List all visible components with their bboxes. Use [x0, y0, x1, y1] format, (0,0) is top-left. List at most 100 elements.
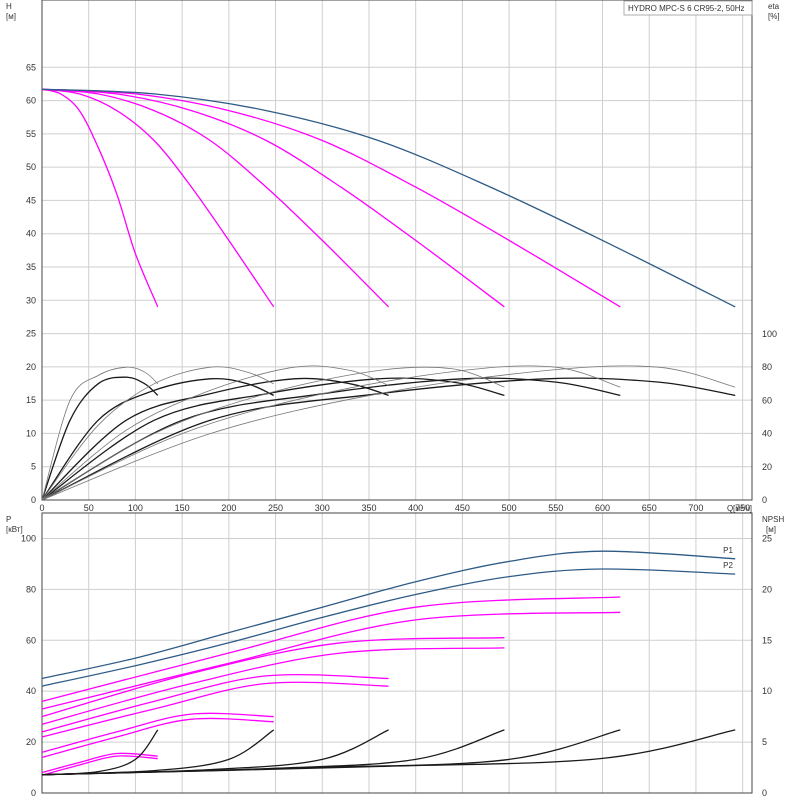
power-series-line	[41, 681, 389, 738]
labels-layer: 0 50 100 150 200 250 300 350 400 450 500 550 600 650 7…	[6, 2, 784, 798]
head-y-tick-label: 65	[26, 62, 36, 72]
head-axis-unit: [м]	[6, 12, 16, 21]
x-tick-label: 50	[84, 503, 94, 513]
power-axis-label: P	[6, 515, 11, 524]
x-tick-label: 300	[315, 503, 330, 513]
head-y-tick-label: 20	[26, 362, 36, 372]
x-tick-label: 750	[735, 503, 750, 513]
head-y-tick-label: 25	[26, 329, 36, 339]
eta-series-line	[41, 377, 505, 501]
head-series-line	[41, 88, 736, 308]
head-series-line	[41, 88, 505, 308]
power-series-line	[41, 611, 621, 710]
upper-plot-frame	[41, 0, 753, 501]
eta-series-line	[41, 366, 159, 501]
axes-layer	[41, 0, 753, 794]
x-tick-label: 400	[408, 503, 423, 513]
power-series-line	[41, 712, 274, 753]
x-tick-label: 200	[221, 503, 236, 513]
x-tick-label: 250	[268, 503, 283, 513]
eta-y-tick-label: 80	[762, 362, 772, 372]
x-tick-label: 350	[361, 503, 376, 513]
eta-axis-unit: [%]	[768, 12, 780, 21]
power-series-line	[41, 550, 736, 680]
eta-series-line	[41, 377, 621, 501]
x-tick-label: 700	[688, 503, 703, 513]
head-y-tick-label: 15	[26, 395, 36, 405]
head-y-tick-label: 5	[31, 462, 36, 472]
power-series-line	[41, 673, 389, 733]
eta-series-line	[41, 365, 621, 501]
eta-y-tick-label: 40	[762, 429, 772, 439]
eta-y-tick-label: 100	[762, 329, 777, 339]
head-y-tick-label: 35	[26, 262, 36, 272]
eta-series-line	[41, 366, 505, 501]
npsh-y-tick-label: 20	[762, 584, 772, 594]
power-y-tick-label: 0	[31, 788, 36, 798]
q-axis-label: Q	[727, 504, 733, 513]
head-y-tick-label: 45	[26, 195, 36, 205]
power-y-tick-label: 60	[26, 635, 36, 645]
x-tick-label: 150	[175, 503, 190, 513]
power-series-line	[41, 647, 505, 725]
power-series-line	[41, 637, 505, 718]
head-axis-label: H	[6, 2, 12, 11]
power-y-tick-label: 100	[21, 533, 36, 543]
npsh-y-tick-label: 0	[762, 788, 767, 798]
eta-axis-label: eta	[768, 2, 780, 11]
head-series-line	[41, 88, 621, 308]
head-series-line	[41, 88, 275, 308]
npsh-y-tick-label: 10	[762, 686, 772, 696]
eta-series-line	[41, 366, 274, 501]
head-y-tick-label: 30	[26, 295, 36, 305]
eta-series-line	[41, 377, 736, 501]
power-series-line	[41, 755, 158, 776]
power-axis-unit: [кВт]	[6, 525, 23, 534]
eta-series-line	[41, 377, 389, 501]
power-y-tick-label: 20	[26, 737, 36, 747]
head-y-tick-label: 0	[31, 495, 36, 505]
x-tick-label: 100	[128, 503, 143, 513]
npsh-y-tick-label: 25	[762, 533, 772, 543]
eta-series-line	[41, 365, 389, 501]
power-series-line	[41, 752, 158, 774]
x-tick-label: 0	[39, 503, 44, 513]
power-y-tick-label: 40	[26, 686, 36, 696]
power-series-line	[41, 729, 505, 776]
x-tick-label: 550	[548, 503, 563, 513]
power-series-line	[41, 717, 274, 759]
x-tick-label: 650	[642, 503, 657, 513]
eta-series-line	[41, 365, 736, 501]
lower-plot-frame	[41, 512, 753, 794]
q-axis-unit: [м³/ч]	[733, 504, 752, 513]
eta-y-tick-label: 60	[762, 395, 772, 405]
x-tick-label: 600	[595, 503, 610, 513]
npsh-axis-label: NPSH	[762, 515, 784, 524]
series-label-p2: P2	[723, 561, 733, 570]
head-series-line	[41, 88, 390, 308]
npsh-axis-unit: [м]	[766, 525, 776, 534]
head-y-tick-label: 50	[26, 162, 36, 172]
head-y-tick-label: 55	[26, 129, 36, 139]
series-label-p1: P1	[723, 546, 733, 555]
head-y-tick-label: 60	[26, 96, 36, 106]
power-series-line	[41, 729, 736, 776]
eta-y-tick-label: 20	[762, 462, 772, 472]
head-y-tick-label: 10	[26, 428, 36, 438]
chart-title: HYDRO MPC-S 6 CR95-2, 50Hz	[628, 4, 744, 13]
x-tick-label: 450	[455, 503, 470, 513]
series-layer	[41, 88, 736, 776]
x-tick-label: 500	[502, 503, 517, 513]
head-y-tick-label: 40	[26, 229, 36, 239]
eta-series-line	[41, 376, 159, 501]
head-series-line	[41, 88, 159, 308]
power-y-tick-label: 80	[26, 584, 36, 594]
power-series-line	[41, 596, 621, 703]
eta-y-tick-label: 0	[762, 495, 767, 505]
power-series-line	[41, 568, 736, 687]
title-box	[623, 0, 753, 16]
eta-series-line	[41, 377, 274, 501]
npsh-y-tick-label: 5	[762, 737, 767, 747]
